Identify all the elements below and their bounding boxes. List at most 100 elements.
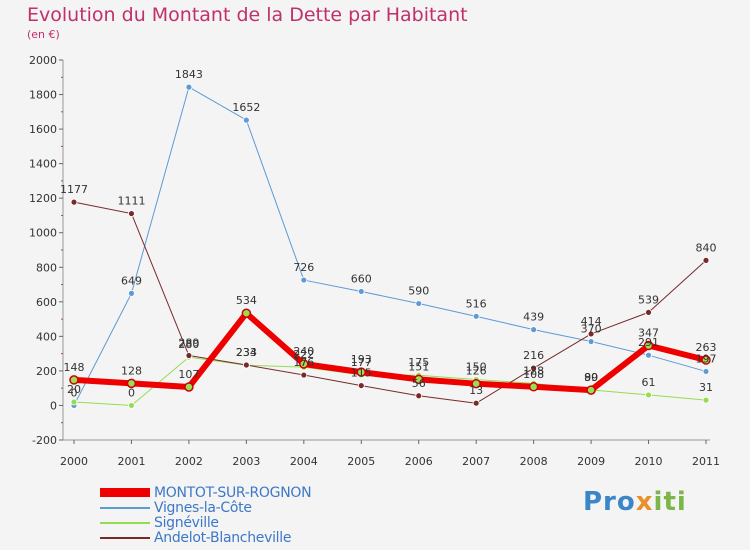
data-label: 280	[178, 338, 199, 351]
data-label: 0	[128, 386, 135, 399]
data-label: 1843	[175, 68, 203, 81]
x-tick-label: 2005	[347, 455, 375, 468]
data-label: 649	[121, 274, 142, 287]
chart-subtitle: (en €)	[27, 28, 60, 41]
y-tick-label: 1000	[29, 227, 57, 240]
series-point-1	[702, 368, 710, 375]
series-point-3	[415, 392, 423, 400]
y-tick-label: 1200	[29, 192, 57, 205]
series-line-3	[73, 201, 707, 404]
series-point-0	[643, 340, 654, 351]
data-label: 726	[293, 261, 314, 274]
series-point-3	[300, 371, 308, 379]
series-point-0	[299, 359, 309, 369]
x-tick-label: 2010	[635, 455, 663, 468]
y-tick-label: -200	[32, 434, 57, 447]
x-tick-label: 2004	[290, 455, 318, 468]
data-label: 107	[178, 368, 199, 381]
series-point-3	[645, 308, 652, 316]
series-point-0	[586, 385, 596, 395]
legend-swatch	[100, 521, 150, 524]
data-label: 534	[236, 294, 257, 307]
series-point-1	[415, 300, 423, 307]
series-point-2	[645, 391, 652, 399]
x-tick-label: 2000	[60, 455, 88, 468]
series-point-1	[185, 83, 193, 91]
legend-label: Signéville	[154, 514, 219, 531]
chart-title: Evolution du Montant de la Dette par Hab…	[27, 4, 468, 26]
data-label: 263	[696, 341, 717, 354]
series-point-0	[413, 374, 424, 385]
y-tick-label: 800	[36, 261, 57, 274]
data-label: 516	[466, 297, 487, 310]
data-label: 89	[584, 371, 598, 384]
data-label: 177	[351, 356, 372, 369]
data-label: 1177	[60, 183, 88, 196]
legend-item: Vignes-la-Côte	[100, 500, 311, 516]
data-label: 233	[236, 346, 257, 359]
data-label: 128	[121, 364, 142, 377]
series-point-0	[528, 382, 539, 392]
series-point-3	[70, 198, 78, 206]
series-point-0	[356, 367, 367, 377]
data-label: 370	[581, 323, 602, 336]
x-tick-label: 2001	[117, 455, 145, 468]
data-label: 31	[699, 381, 713, 394]
data-label: 197	[696, 352, 717, 365]
x-tick-label: 2011	[692, 455, 720, 468]
series-point-2	[702, 396, 710, 404]
legend-swatch	[100, 536, 150, 539]
series-point-3	[242, 361, 250, 369]
series-point-1	[472, 312, 480, 320]
x-tick-label: 2003	[232, 455, 260, 468]
series-point-1	[357, 288, 365, 295]
data-label: 414	[581, 315, 602, 328]
data-label: 126	[466, 365, 487, 378]
data-label: 590	[408, 285, 429, 298]
data-label: 1652	[232, 101, 260, 114]
series-point-2	[70, 398, 78, 406]
data-label: 90	[584, 371, 598, 384]
series-point-1	[645, 351, 652, 359]
data-label: 150	[466, 361, 487, 374]
legend-swatch	[100, 506, 150, 509]
data-label: 175	[408, 356, 429, 369]
legend-label: MONTOT-SUR-ROGNON	[154, 484, 312, 501]
series-point-2	[128, 402, 135, 409]
y-tick-label: 0	[50, 399, 57, 412]
y-tick-label: 1800	[29, 89, 57, 102]
data-label: 840	[696, 241, 717, 254]
series-point-0	[69, 375, 79, 385]
data-label: 289	[178, 337, 199, 350]
x-tick-label: 2009	[577, 455, 605, 468]
data-label: 439	[523, 311, 544, 324]
data-label: 13	[469, 384, 483, 397]
series-line-1	[73, 86, 707, 406]
series-point-0	[126, 378, 137, 389]
legend-item: MONTOT-SUR-ROGNON	[100, 484, 312, 501]
data-label: 56	[412, 377, 426, 390]
series-point-3	[185, 352, 193, 359]
series-point-1	[128, 289, 135, 297]
data-label: 108	[523, 368, 544, 381]
series-line-2	[73, 356, 707, 406]
data-label: 240	[293, 345, 314, 358]
series-point-3	[472, 399, 480, 407]
y-tick-label: 1400	[29, 158, 57, 171]
data-label: 115	[351, 367, 372, 380]
series-point-3	[357, 382, 365, 389]
data-label: 61	[642, 376, 656, 389]
data-label: 660	[351, 272, 372, 285]
y-tick-label: 600	[36, 296, 57, 309]
data-label: 0	[71, 386, 78, 399]
data-label: 234	[236, 346, 257, 359]
data-label: 539	[638, 293, 659, 306]
x-tick-label: 2007	[462, 455, 490, 468]
series-point-0	[184, 382, 194, 392]
data-label: 1111	[117, 195, 145, 208]
series-point-0	[471, 378, 481, 389]
legend-label: Andelot-Blancheville	[154, 529, 292, 546]
y-tick-label: 1600	[29, 123, 57, 136]
data-label: 151	[408, 360, 429, 373]
